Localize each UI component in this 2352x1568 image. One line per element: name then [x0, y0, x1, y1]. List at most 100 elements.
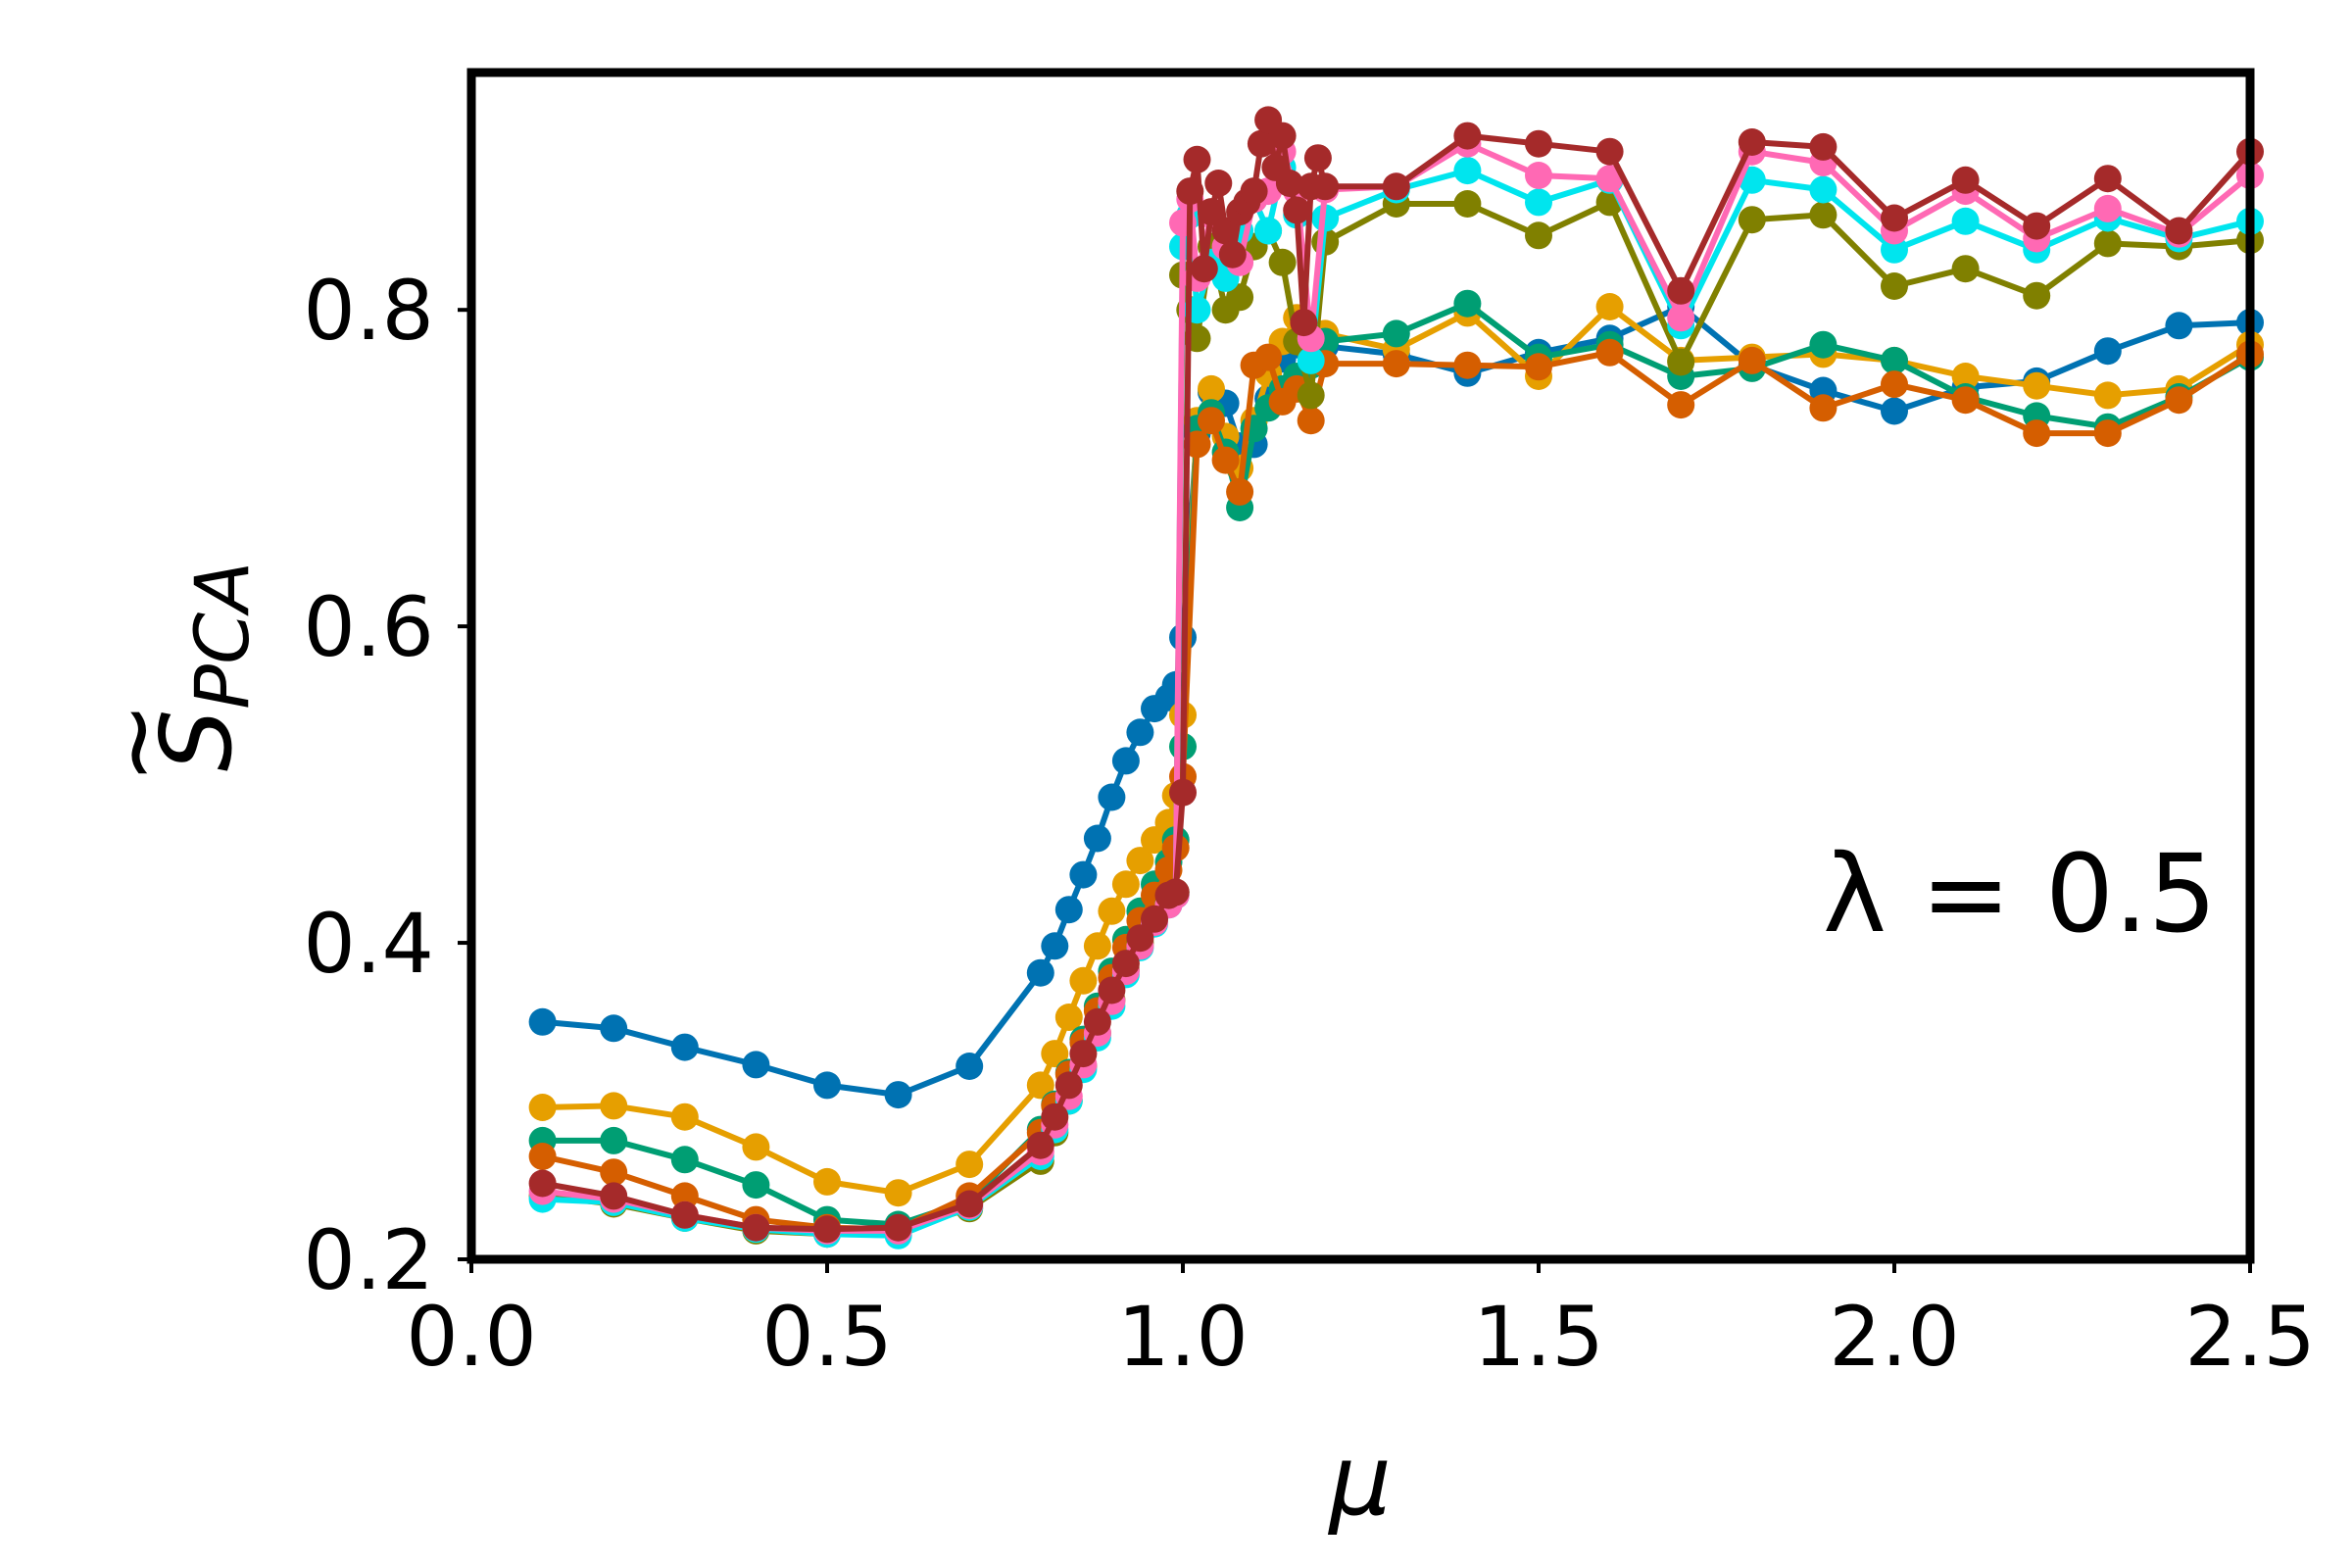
series-8-point [2165, 217, 2193, 245]
series-3-point [1453, 289, 1482, 318]
series-2-point [2093, 381, 2122, 410]
series-1-point [813, 1071, 841, 1100]
series-7-line [542, 140, 2252, 1234]
series-5-point [1951, 255, 1980, 283]
series-2-point [813, 1167, 841, 1196]
series-8 [528, 106, 2264, 1244]
series-8-point [1303, 144, 1332, 172]
series-3-point [1881, 346, 1908, 374]
series-1-point [1083, 824, 1111, 853]
series-1-point [1054, 896, 1083, 924]
series-4-point [1183, 430, 1211, 459]
series-8-point [1382, 172, 1410, 201]
series-1-point [1126, 718, 1154, 747]
series-3 [528, 289, 2264, 1239]
series-3-point [670, 1146, 699, 1174]
series-8-point [600, 1182, 628, 1210]
series-8-point [1667, 276, 1695, 305]
series-2-line [542, 304, 2252, 1197]
series-8-point [1126, 924, 1154, 953]
series-5-point [1809, 201, 1838, 229]
series-8-point [1141, 905, 1168, 933]
series-layer [528, 106, 2264, 1250]
series-6-point [1297, 346, 1325, 374]
series-8-point [1198, 198, 1225, 226]
series-8-point [742, 1213, 770, 1242]
lambda-annotation: λ = 0.5 [1823, 831, 2217, 956]
series-4-point [1809, 394, 1838, 422]
series-8-point [670, 1200, 699, 1229]
series-1-point [600, 1014, 628, 1043]
series-2-point [670, 1102, 699, 1131]
series-7-point [1525, 162, 1552, 189]
y-axis-label-accent: ~ [78, 702, 193, 784]
series-2-point [1111, 870, 1140, 899]
series-8-point [1738, 128, 1766, 156]
series-2 [528, 293, 2264, 1207]
series-2-point [1041, 1040, 1069, 1068]
series-8-point [956, 1190, 984, 1218]
series-4-point [670, 1182, 699, 1210]
series-8-point [1041, 1102, 1069, 1131]
series-1-point [1041, 932, 1069, 960]
series-3-point [1382, 319, 1410, 348]
series-8-point [1211, 217, 1240, 245]
series-7-point [1595, 165, 1624, 193]
series-7-point [2093, 194, 2122, 222]
series-2-point [2023, 371, 2051, 400]
series-4-point [600, 1158, 628, 1187]
series-2-point [884, 1179, 912, 1207]
series-8-point [1083, 1007, 1111, 1036]
series-8-point [1161, 878, 1190, 906]
x-tick-label: 1.0 [1117, 1289, 1249, 1385]
plot-frame [466, 68, 2255, 1264]
series-4-point [2165, 386, 2193, 415]
series-4 [528, 338, 2264, 1244]
series-4-point [1738, 346, 1766, 374]
series-8-point [1290, 309, 1318, 337]
series-4-point [1297, 407, 1325, 435]
svg-text:SPCA: SPCA [139, 562, 266, 771]
x-tick-label: 0.0 [406, 1289, 537, 1385]
series-4-point [1667, 391, 1695, 419]
series-8-point [1069, 1040, 1098, 1068]
series-4-point [1595, 338, 1624, 367]
series-4-point [528, 1143, 557, 1170]
series-4-point [1226, 477, 1254, 506]
series-4-point [1453, 351, 1482, 379]
series-8-point [1247, 129, 1275, 158]
series-4-point [1382, 350, 1410, 378]
x-tick-label: 2.5 [2184, 1289, 2316, 1385]
series-5-point [1525, 221, 1552, 250]
y-axis-label-main: S [139, 710, 254, 771]
series-1-point [1098, 783, 1126, 811]
series-1-point [2165, 312, 2193, 340]
series-8-point [2023, 212, 2051, 240]
series-3-point [600, 1126, 628, 1154]
series-1-point [1069, 860, 1098, 889]
y-tick-label: 0.6 [303, 579, 434, 675]
series-1-point [956, 1053, 984, 1080]
series-8-point [1218, 240, 1247, 269]
series-8-point [1240, 177, 1268, 206]
series-4-point [1198, 407, 1225, 435]
x-tick-label: 2.0 [1829, 1289, 1960, 1385]
series-6-point [1525, 188, 1552, 217]
series-8-point [1595, 137, 1624, 166]
series-5-point [1297, 381, 1325, 410]
series-8-point [2093, 165, 2122, 193]
series-6-point [1951, 207, 1980, 235]
series-8-point [1525, 129, 1552, 158]
y-axis-label: SPCA ~ [78, 562, 266, 784]
series-4-point [1525, 353, 1552, 381]
series-8-point [1311, 172, 1340, 201]
series-8-point [1951, 166, 1980, 194]
series-1-point [2093, 337, 2122, 366]
series-2-point [1026, 1071, 1054, 1100]
series-3-line [542, 300, 2252, 1228]
series-7-point [1667, 304, 1695, 332]
series-5-point [2093, 229, 2122, 258]
series-2-point [956, 1151, 984, 1179]
series-3-point [742, 1171, 770, 1200]
